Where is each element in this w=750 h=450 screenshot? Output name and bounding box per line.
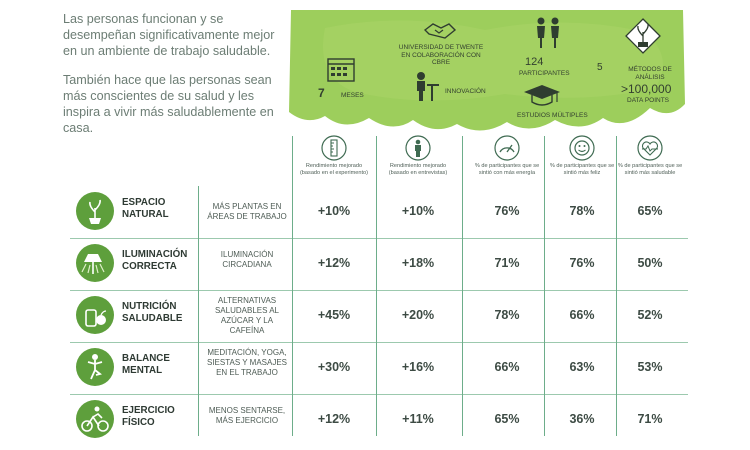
table-cell-value: +10%	[317, 204, 351, 218]
gauge-icon	[470, 135, 544, 161]
datapoints-label: DATA POINTS	[627, 97, 670, 104]
row-divider	[70, 238, 688, 239]
smiley-icon	[545, 135, 619, 161]
methods-value: 5	[597, 62, 603, 73]
table-cell-value: +20%	[401, 308, 435, 322]
participants-value: 124	[525, 56, 544, 68]
category-name: BALANCE MENTAL	[122, 353, 170, 376]
table-cell-value: +11%	[402, 412, 434, 426]
column-header-4-label: % de participantes que se sintió más fel…	[549, 163, 615, 176]
banner-background	[289, 10, 685, 131]
table-row: EJERCICIO FÍSICO MENOS SENTARSE, MÁS EJE…	[70, 394, 688, 446]
table-cell-value: 71%	[494, 256, 520, 270]
lamp-icon	[76, 244, 114, 282]
study-banner: 7 MESES UNIVERSIDAD DE TWENTE EN COLABOR…	[285, 8, 687, 136]
row-divider	[70, 394, 688, 395]
category-description: MÁS PLANTAS EN ÁREAS DE TRABAJO	[207, 202, 287, 221]
column-header-3-label: % de participantes que se sintió con más…	[474, 163, 540, 176]
table-cell-value: 65%	[494, 412, 520, 426]
table-cell-value: +10%	[401, 204, 435, 218]
column-header-1-label: Rendimiento mejorado (basado en el exper…	[299, 163, 369, 176]
table-cell-value: +45%	[317, 308, 351, 322]
table-row: NUTRICIÓN SALUDABLE ALTERNATIVAS SALUDAB…	[70, 290, 688, 342]
heart-pulse-icon	[613, 135, 687, 161]
table-cell-value: +18%	[401, 256, 435, 270]
table-cell-value: +12%	[317, 412, 351, 426]
person-icon	[381, 135, 455, 161]
months-value: 7	[318, 86, 325, 100]
column-divider	[376, 136, 377, 436]
column-divider	[462, 136, 463, 436]
table-cell-value: 76%	[494, 204, 520, 218]
cyclist-icon	[76, 400, 114, 438]
category-description: MENOS SENTARSE, MÁS EJERCICIO	[208, 406, 286, 425]
table-cell-value: 78%	[569, 204, 595, 218]
column-divider	[544, 136, 545, 436]
table-cell-value: 78%	[494, 308, 520, 322]
table-cell-value: 36%	[569, 412, 595, 426]
category-description: MEDITACIÓN, YOGA, SIESTAS Y MASAJES EN E…	[206, 348, 288, 377]
table-cell-value: 66%	[494, 360, 520, 374]
table-cell-value: +16%	[401, 360, 435, 374]
graduation-cap-icon	[523, 84, 561, 113]
months-label: MESES	[341, 92, 364, 99]
table-cell-value: 66%	[569, 308, 595, 322]
handshake-icon	[423, 18, 457, 47]
category-name: EJERCICIO FÍSICO	[122, 405, 175, 428]
column-header-2-label: Rendimiento mejorado (basado en entrevis…	[388, 163, 448, 176]
plant-pot-icon	[76, 192, 114, 230]
calendar-icon	[327, 56, 355, 87]
category-description: ALTERNATIVAS SALUDABLES AL AZÚCAR Y LA C…	[214, 296, 280, 335]
university-label: UNIVERSIDAD DE TWENTE EN COLABORACIÓN CO…	[398, 44, 484, 66]
fruit-jar-icon	[76, 296, 114, 334]
column-divider	[292, 136, 293, 436]
ruler-icon	[297, 135, 371, 161]
table-row: BALANCE MENTAL MEDITACIÓN, YOGA, SIESTAS…	[70, 342, 688, 394]
row-divider	[70, 290, 688, 291]
column-header-2: Rendimiento mejorado (basado en entrevis…	[381, 135, 455, 176]
column-header-5-label: % de participantes que se sintió más sal…	[617, 163, 683, 176]
table-cell-value: 76%	[569, 256, 595, 270]
column-divider	[616, 136, 617, 436]
datapoints-value: >100,000	[621, 82, 672, 96]
table-cell-value: 63%	[569, 360, 595, 374]
table-cell-value: +12%	[317, 256, 351, 270]
methods-label: MÉTODOS DE ANÁLISIS	[628, 66, 672, 81]
category-name: ILUMINACIÓN CORRECTA	[122, 249, 188, 272]
intro-paragraph-2: También hace que las personas sean más c…	[63, 73, 274, 135]
participants-label: PARTICIPANTES	[519, 70, 570, 77]
intro-text: Las personas funcionan y se desempeñan s…	[63, 12, 288, 151]
table-cell-value: +30%	[317, 360, 351, 374]
plant-icon	[625, 18, 661, 59]
row-divider	[70, 342, 688, 343]
category-description: ILUMINACIÓN CIRCADIANA	[220, 250, 274, 269]
column-header-1: Rendimiento mejorado (basado en el exper…	[297, 135, 371, 176]
people-icon	[533, 16, 563, 55]
table-cell-value: 53%	[637, 360, 663, 374]
table-row: ESPACIO NATURAL MÁS PLANTAS EN ÁREAS DE …	[70, 186, 688, 238]
table-cell-value: 65%	[637, 204, 663, 218]
category-name: ESPACIO NATURAL	[122, 197, 169, 220]
column-divider	[198, 186, 199, 436]
intro-paragraph-1: Las personas funcionan y se desempeñan s…	[63, 12, 275, 58]
table-cell-value: 50%	[637, 256, 663, 270]
table-cell-value: 71%	[637, 412, 663, 426]
table-row: ILUMINACIÓN CORRECTA ILUMINACIÓN CIRCADI…	[70, 238, 688, 290]
yoga-icon	[76, 348, 114, 386]
innovation-label: INNOVACIÓN	[445, 88, 486, 95]
category-name: NUTRICIÓN SALUDABLE	[122, 301, 183, 324]
studies-label: ESTUDIOS MÚLTIPLES	[517, 112, 588, 119]
column-header-4: % de participantes que se sintió más fel…	[545, 135, 619, 176]
table-cell-value: 52%	[637, 308, 663, 322]
worker-icon	[407, 70, 441, 109]
column-header-3: % de participantes que se sintió con más…	[470, 135, 544, 176]
column-header-5: % de participantes que se sintió más sal…	[613, 135, 687, 176]
